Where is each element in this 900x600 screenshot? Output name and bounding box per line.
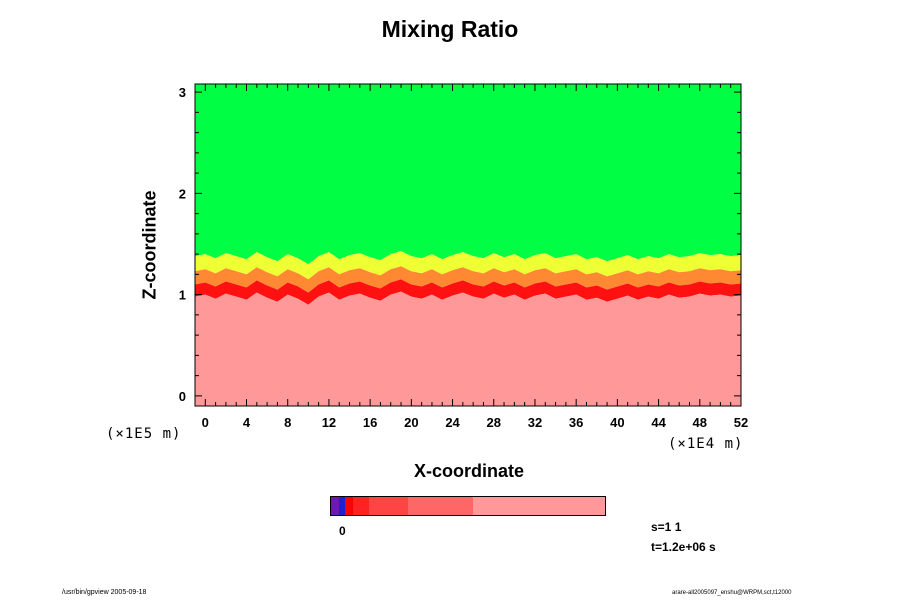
colorbar-segment bbox=[369, 497, 408, 515]
heatmap-field bbox=[195, 84, 741, 406]
y-unit-label: (×1E5 m) bbox=[106, 426, 182, 442]
x-axis-label: X-coordinate bbox=[413, 461, 524, 481]
y-tick-label: 3 bbox=[179, 85, 186, 100]
plot-frame bbox=[194, 83, 742, 407]
region-lower bbox=[195, 291, 741, 406]
footer-source: arare-all2005097_enshu@WRPM,sct,t12000 bbox=[672, 590, 792, 596]
region-mixing-yellow bbox=[195, 251, 741, 280]
axis-ticks bbox=[194, 84, 742, 406]
x-tick-label: 48 bbox=[693, 415, 707, 430]
time-info: t=1.2e+06 s bbox=[651, 540, 716, 554]
colorbar-segment bbox=[352, 497, 370, 515]
x-tick-label: 20 bbox=[404, 415, 418, 430]
y-tick-label: 0 bbox=[179, 389, 186, 404]
x-tick-label: 52 bbox=[734, 415, 748, 430]
colorbar-segment bbox=[339, 497, 345, 515]
colorbar-segment bbox=[473, 497, 605, 515]
x-tick-label: 24 bbox=[445, 415, 460, 430]
region-mixing-red bbox=[195, 279, 741, 305]
y-tick-label: 1 bbox=[179, 288, 186, 303]
region-mixing-orange bbox=[195, 266, 741, 293]
colorbar-segment bbox=[344, 497, 353, 515]
y-tick-label: 2 bbox=[179, 186, 186, 201]
x-tick-label: 8 bbox=[284, 415, 291, 430]
region-upper bbox=[195, 84, 741, 265]
colorbar-segment bbox=[407, 497, 474, 515]
x-tick-label: 40 bbox=[610, 415, 624, 430]
colorbar bbox=[330, 496, 606, 516]
colorbar-tick-label: 0 bbox=[339, 524, 346, 538]
footer-command: /usr/bin/gpview 2005-09-18 bbox=[62, 589, 147, 596]
y-axis-label: Z-coordinate bbox=[139, 190, 160, 300]
x-tick-label: 44 bbox=[651, 415, 666, 430]
x-tick-label: 4 bbox=[243, 415, 251, 430]
step-info: s=1 1 bbox=[651, 520, 682, 534]
x-tick-label: 36 bbox=[569, 415, 583, 430]
x-tick-label: 32 bbox=[528, 415, 542, 430]
chart-title: Mixing Ratio bbox=[381, 16, 519, 42]
x-tick-label: 28 bbox=[487, 415, 501, 430]
x-tick-label: 16 bbox=[363, 415, 377, 430]
x-tick-label: 0 bbox=[202, 415, 209, 430]
x-unit-label: (×1E4 m) bbox=[668, 436, 744, 452]
colorbar-segment bbox=[331, 497, 340, 515]
x-tick-label: 12 bbox=[322, 415, 336, 430]
